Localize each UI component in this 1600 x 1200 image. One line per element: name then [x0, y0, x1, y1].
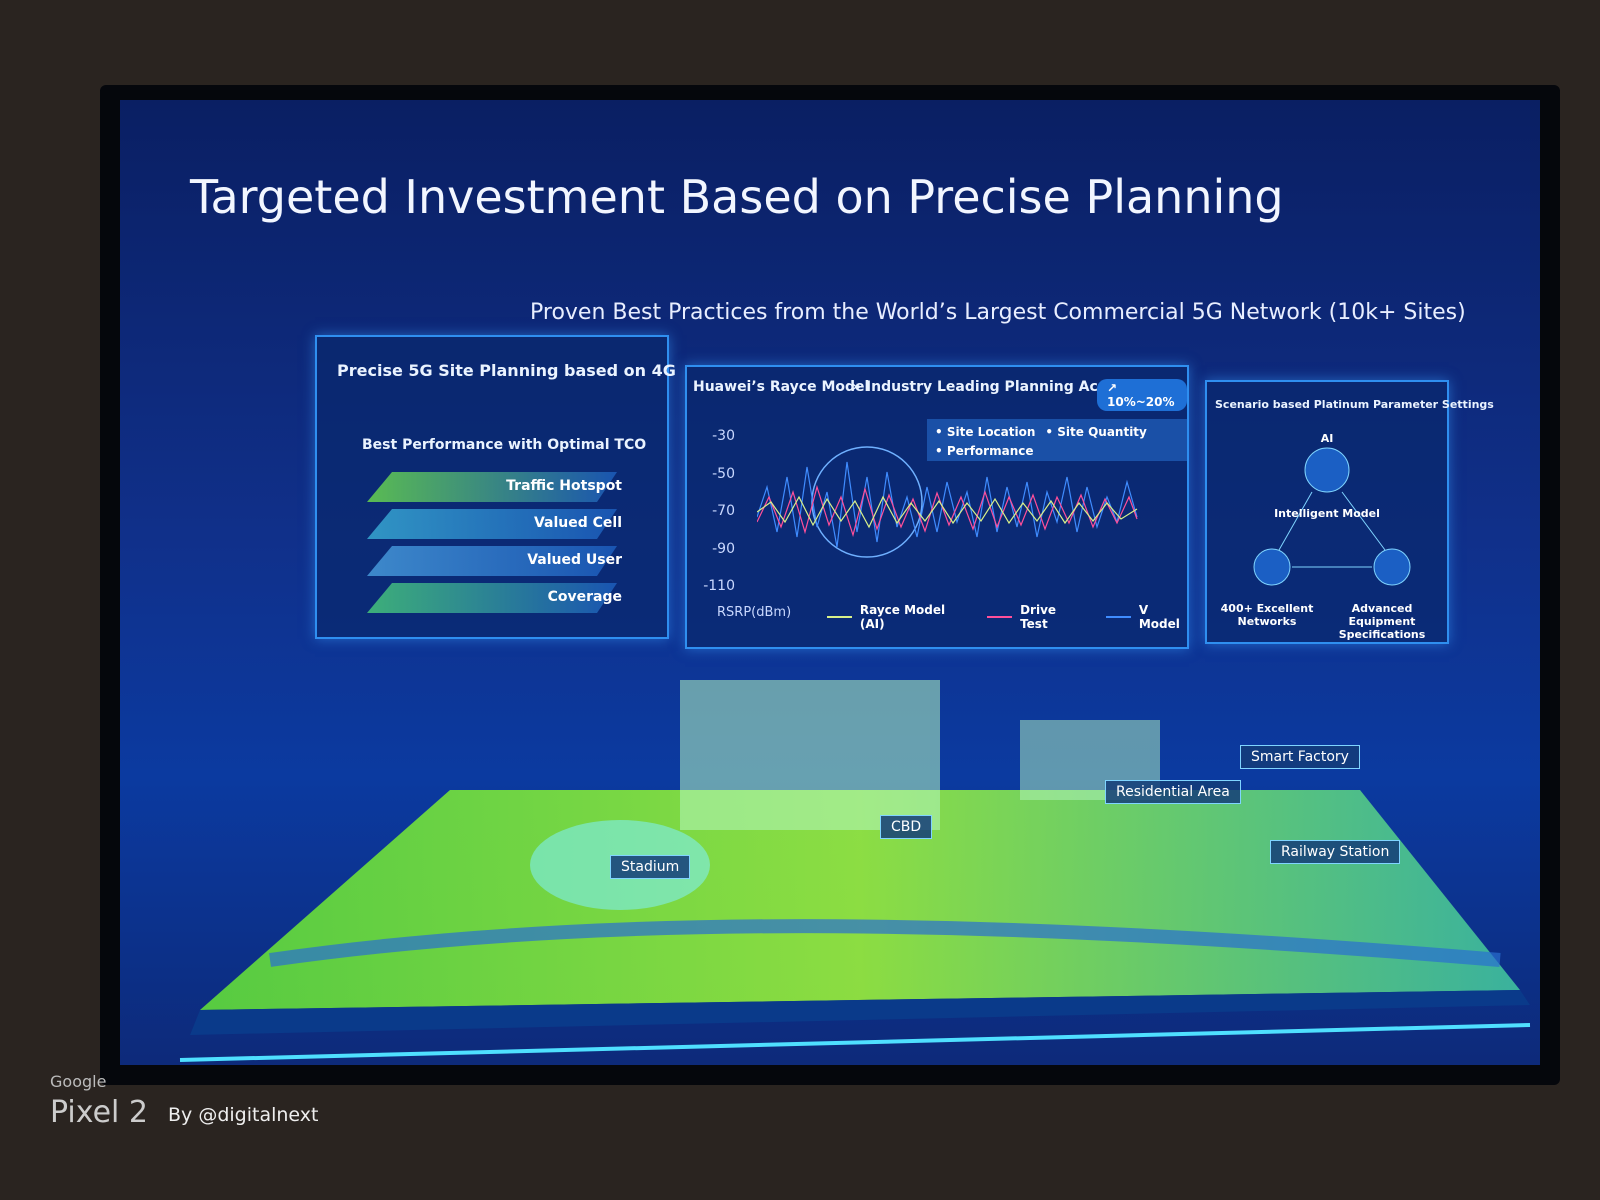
icon — [1253, 548, 1291, 586]
y-tick-label: -90 — [712, 540, 735, 557]
panel-title: Huawei’s Rayce Model — [693, 379, 870, 395]
layer-label: Traffic Hotspot — [506, 478, 622, 494]
y-tick-label: -70 — [712, 503, 735, 519]
watermark-brand: Google — [50, 1072, 107, 1091]
icon — [1304, 447, 1350, 493]
legend-label: V Model — [1138, 603, 1180, 631]
legend-item: Drive Test — [987, 603, 1080, 631]
waveform — [757, 484, 1138, 538]
highlight-ring — [811, 446, 923, 558]
node-label: 400+ Excellent Networks — [1220, 602, 1314, 628]
legend-item: V Model — [1106, 603, 1187, 631]
panel-heading: Best Performance with Optimal TCO — [362, 437, 647, 453]
panel-title: Scenario based Platinum Parameter Settin… — [1215, 398, 1494, 411]
map-label: Railway Station — [1270, 840, 1401, 864]
tag: Performance — [935, 444, 1034, 458]
glow-line — [179, 1023, 1531, 1062]
tag-bar: Site Location Site Quantity Performance — [927, 419, 1187, 461]
waveform — [757, 461, 1138, 548]
layer-label: Valued User — [527, 552, 622, 568]
badge: ↗ 10%~20% — [1097, 379, 1187, 411]
layer-label: Coverage — [547, 589, 622, 605]
layer-stack: Traffic Hotspot Valued Cell Valued User Cov… — [367, 472, 627, 622]
icon — [1373, 548, 1411, 586]
watermark-credit: By @digitalnext — [168, 1104, 319, 1126]
city-map — [179, 680, 1531, 1062]
waveform — [757, 495, 1138, 529]
buildings — [680, 680, 940, 830]
map-edge — [190, 990, 1530, 1035]
map-label: Smart Factory — [1240, 745, 1360, 769]
slide-title: Targeted Investment Based on Precise Pla… — [190, 170, 1284, 224]
map-label: Residential Area — [1105, 780, 1241, 804]
road — [269, 919, 1501, 967]
y-axis-label: RSRP(dBm) — [717, 605, 792, 620]
planning-panel: Precise 5G Site Planning based on 4G Bes… — [315, 335, 676, 639]
node-labels: AI Intelligent Model 400+ Excellent Networ… — [1207, 382, 1447, 642]
layer-graphic — [367, 583, 617, 613]
node-label: AI — [1320, 432, 1334, 445]
y-tick-label: -30 — [712, 428, 735, 444]
map-ground — [200, 790, 1520, 1010]
legend-label: Drive Test — [1020, 603, 1057, 631]
triangle-diagram — [1253, 447, 1411, 586]
layer-graphic — [367, 546, 617, 576]
claim: Industry Leading Planning Accuracy — [865, 379, 1150, 395]
connector — [1278, 491, 1386, 568]
node-label: Advanced Equipment Specifications — [1338, 602, 1426, 641]
layer-graphic — [367, 509, 617, 539]
layer-graphic — [367, 472, 617, 502]
display: Targeted Investment Based on Precise Pla… — [120, 100, 1540, 1065]
y-tick-label: -50 — [712, 465, 735, 482]
y-axis: -30 -50 -70 -90 -110 — [695, 428, 739, 594]
map-label: CBD — [880, 815, 933, 839]
tag: Site Location — [935, 425, 1036, 439]
watermark-device: Pixel 2 — [50, 1095, 149, 1130]
slide-subtitle: Proven Best Practices from the World’s L… — [530, 300, 1466, 325]
legend: Rayce Model (AI) Drive Test V Model — [827, 603, 1187, 631]
panel-claim: » Industry Leading Planning Accuracy — [852, 379, 1150, 395]
map-label: Stadium — [610, 855, 691, 879]
y-tick-label: -110 — [703, 578, 735, 594]
tag: Site Quantity — [1045, 425, 1147, 439]
node-label: Intelligent Model — [1274, 507, 1380, 520]
legend-swatch — [827, 616, 852, 618]
params-panel: Scenario based Platinum Parameter Settin… — [1205, 380, 1494, 644]
legend-swatch — [987, 616, 1013, 618]
legend-swatch — [1106, 616, 1131, 618]
badge-text: 10%~20% — [1107, 395, 1175, 409]
signal-plot — [757, 446, 1138, 558]
legend-item: Rayce Model (AI) — [827, 603, 961, 631]
legend-label: Rayce Model (AI) — [859, 603, 946, 631]
model-panel: Huawei’s Rayce Model » Industry Leading … — [685, 365, 1189, 649]
panel-title: Precise 5G Site Planning based on 4G — [337, 361, 676, 380]
layer-label: Valued Cell — [533, 515, 622, 531]
